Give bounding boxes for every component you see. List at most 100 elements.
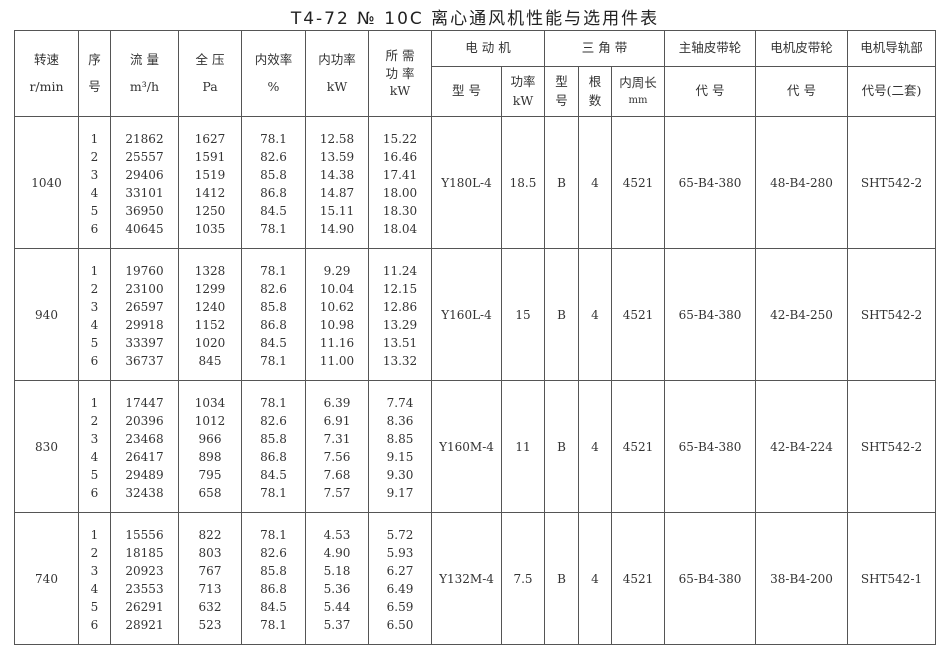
value-flow: 25557: [125, 149, 164, 164]
cell-main-pulley: 65-B4-380: [664, 116, 756, 249]
value-seq: 5: [90, 203, 99, 218]
cell-motor-power: 11: [501, 380, 545, 513]
cell-rail: SHT542-2: [847, 380, 936, 513]
cell-motor-model: Y180L-4: [431, 116, 502, 249]
value-seq: 1: [90, 395, 99, 410]
value-flow: 21862: [125, 131, 164, 146]
value-flow: 32438: [125, 485, 164, 500]
value-inner-power: 14.38: [319, 167, 355, 182]
value-inner-power: 5.37: [323, 617, 351, 632]
value-seq: 4: [90, 449, 99, 464]
value-inner-power: 9.29: [323, 263, 351, 278]
header-inner-power: 内功率 kW: [305, 30, 369, 117]
cell-inner-power: 6.39 6.91 7.31 7.56 7.68 7.57: [305, 380, 369, 513]
value-seq: 6: [90, 353, 99, 368]
value-inner-power: 11.16: [319, 335, 355, 350]
page-title: T4-72 № 10C 离心通风机性能与选用件表: [290, 9, 660, 29]
cell-inner-power: 12.58 13.59 14.38 14.87 15.11 14.90: [305, 116, 369, 249]
cell-inner-power: 4.53 4.90 5.18 5.36 5.44 5.37: [305, 512, 369, 645]
header-main-pulley-code: 代 号: [664, 66, 756, 117]
value-required-power: 5.72: [386, 527, 414, 542]
header-flow: 流 量 m³/h: [110, 30, 179, 117]
value-inner-power: 5.44: [323, 599, 351, 614]
value-flow: 23553: [125, 581, 164, 596]
value-flow: 17447: [125, 395, 164, 410]
value-required-power: 13.51: [382, 335, 418, 350]
cell-speed: 740: [14, 512, 79, 645]
cell-belt-count: 4: [578, 116, 612, 249]
value-flow: 20396: [125, 413, 164, 428]
value-efficiency: 85.8: [260, 299, 287, 314]
value-pressure: 523: [198, 617, 222, 632]
value-efficiency: 85.8: [260, 167, 287, 182]
value-efficiency: 78.1: [260, 131, 287, 146]
cell-motor-model: Y132M-4: [431, 512, 502, 645]
cell-flow: 15556 18185 20923 23553 26291 28921: [110, 512, 179, 645]
value-efficiency: 86.8: [260, 317, 287, 332]
value-seq: 6: [90, 485, 99, 500]
value-inner-power: 10.04: [319, 281, 355, 296]
value-inner-power: 4.53: [323, 527, 351, 542]
value-flow: 19760: [125, 263, 164, 278]
value-inner-power: 5.36: [323, 581, 351, 596]
value-pressure: 803: [198, 545, 222, 560]
header-main-pulley: 主轴皮带轮: [664, 30, 756, 67]
cell-seq: 1 2 3 4 5 6: [78, 248, 111, 381]
value-seq: 3: [90, 563, 99, 578]
cell-speed: 940: [14, 248, 79, 381]
value-inner-power: 13.59: [319, 149, 355, 164]
value-required-power: 12.86: [382, 299, 418, 314]
value-flow: 33397: [125, 335, 164, 350]
value-pressure: 822: [198, 527, 222, 542]
value-required-power: 6.59: [386, 599, 414, 614]
header-motor-power: 功率 kW: [501, 66, 545, 117]
header-speed: 转速 r/min: [14, 30, 79, 117]
cell-belt-length: 4521: [611, 248, 665, 381]
value-required-power: 18.00: [382, 185, 418, 200]
cell-required-power: 5.72 5.93 6.27 6.49 6.59 6.50: [368, 512, 432, 645]
value-pressure: 1299: [194, 281, 226, 296]
cell-belt-length: 4521: [611, 380, 665, 513]
value-required-power: 13.29: [382, 317, 418, 332]
value-pressure: 1012: [194, 413, 226, 428]
value-pressure: 767: [198, 563, 222, 578]
value-efficiency: 85.8: [260, 563, 287, 578]
value-pressure: 1250: [194, 203, 226, 218]
value-seq: 6: [90, 221, 99, 236]
value-efficiency: 82.6: [260, 149, 287, 164]
value-efficiency: 86.8: [260, 581, 287, 596]
value-pressure: 1034: [194, 395, 226, 410]
value-inner-power: 12.58: [319, 131, 355, 146]
value-efficiency: 86.8: [260, 185, 287, 200]
cell-motor-power: 18.5: [501, 116, 545, 249]
value-pressure: 1519: [194, 167, 226, 182]
cell-pressure: 1328 1299 1240 1152 1020 845: [178, 248, 242, 381]
value-inner-power: 7.56: [323, 449, 351, 464]
value-required-power: 15.22: [382, 131, 418, 146]
value-seq: 1: [90, 263, 99, 278]
value-flow: 23100: [125, 281, 164, 296]
value-efficiency: 82.6: [260, 413, 287, 428]
value-required-power: 9.30: [386, 467, 414, 482]
value-flow: 26597: [125, 299, 164, 314]
cell-flow: 19760 23100 26597 29918 33397 36737: [110, 248, 179, 381]
header-vbelt: 三 角 带: [544, 30, 665, 67]
value-pressure: 1591: [194, 149, 226, 164]
value-inner-power: 10.98: [319, 317, 355, 332]
value-seq: 5: [90, 335, 99, 350]
cell-belt-type: B: [544, 512, 579, 645]
cell-efficiency: 78.1 82.6 85.8 86.8 84.5 78.1: [241, 248, 306, 381]
header-belt-length: 内周长 mm: [611, 66, 665, 117]
speed-block-row: 940 1 2 3 4 5 6 19760 23100 26597 29918 33397 36737 1…: [14, 248, 936, 381]
cell-motor-power: 15: [501, 248, 545, 381]
value-required-power: 16.46: [382, 149, 418, 164]
cell-efficiency: 78.1 82.6 85.8 86.8 84.5 78.1: [241, 512, 306, 645]
value-efficiency: 84.5: [260, 335, 287, 350]
cell-seq: 1 2 3 4 5 6: [78, 380, 111, 513]
value-efficiency: 78.1: [260, 221, 287, 236]
value-seq: 3: [90, 431, 99, 446]
value-efficiency: 82.6: [260, 281, 287, 296]
cell-belt-length: 4521: [611, 512, 665, 645]
value-inner-power: 4.90: [323, 545, 351, 560]
value-seq: 1: [90, 131, 99, 146]
